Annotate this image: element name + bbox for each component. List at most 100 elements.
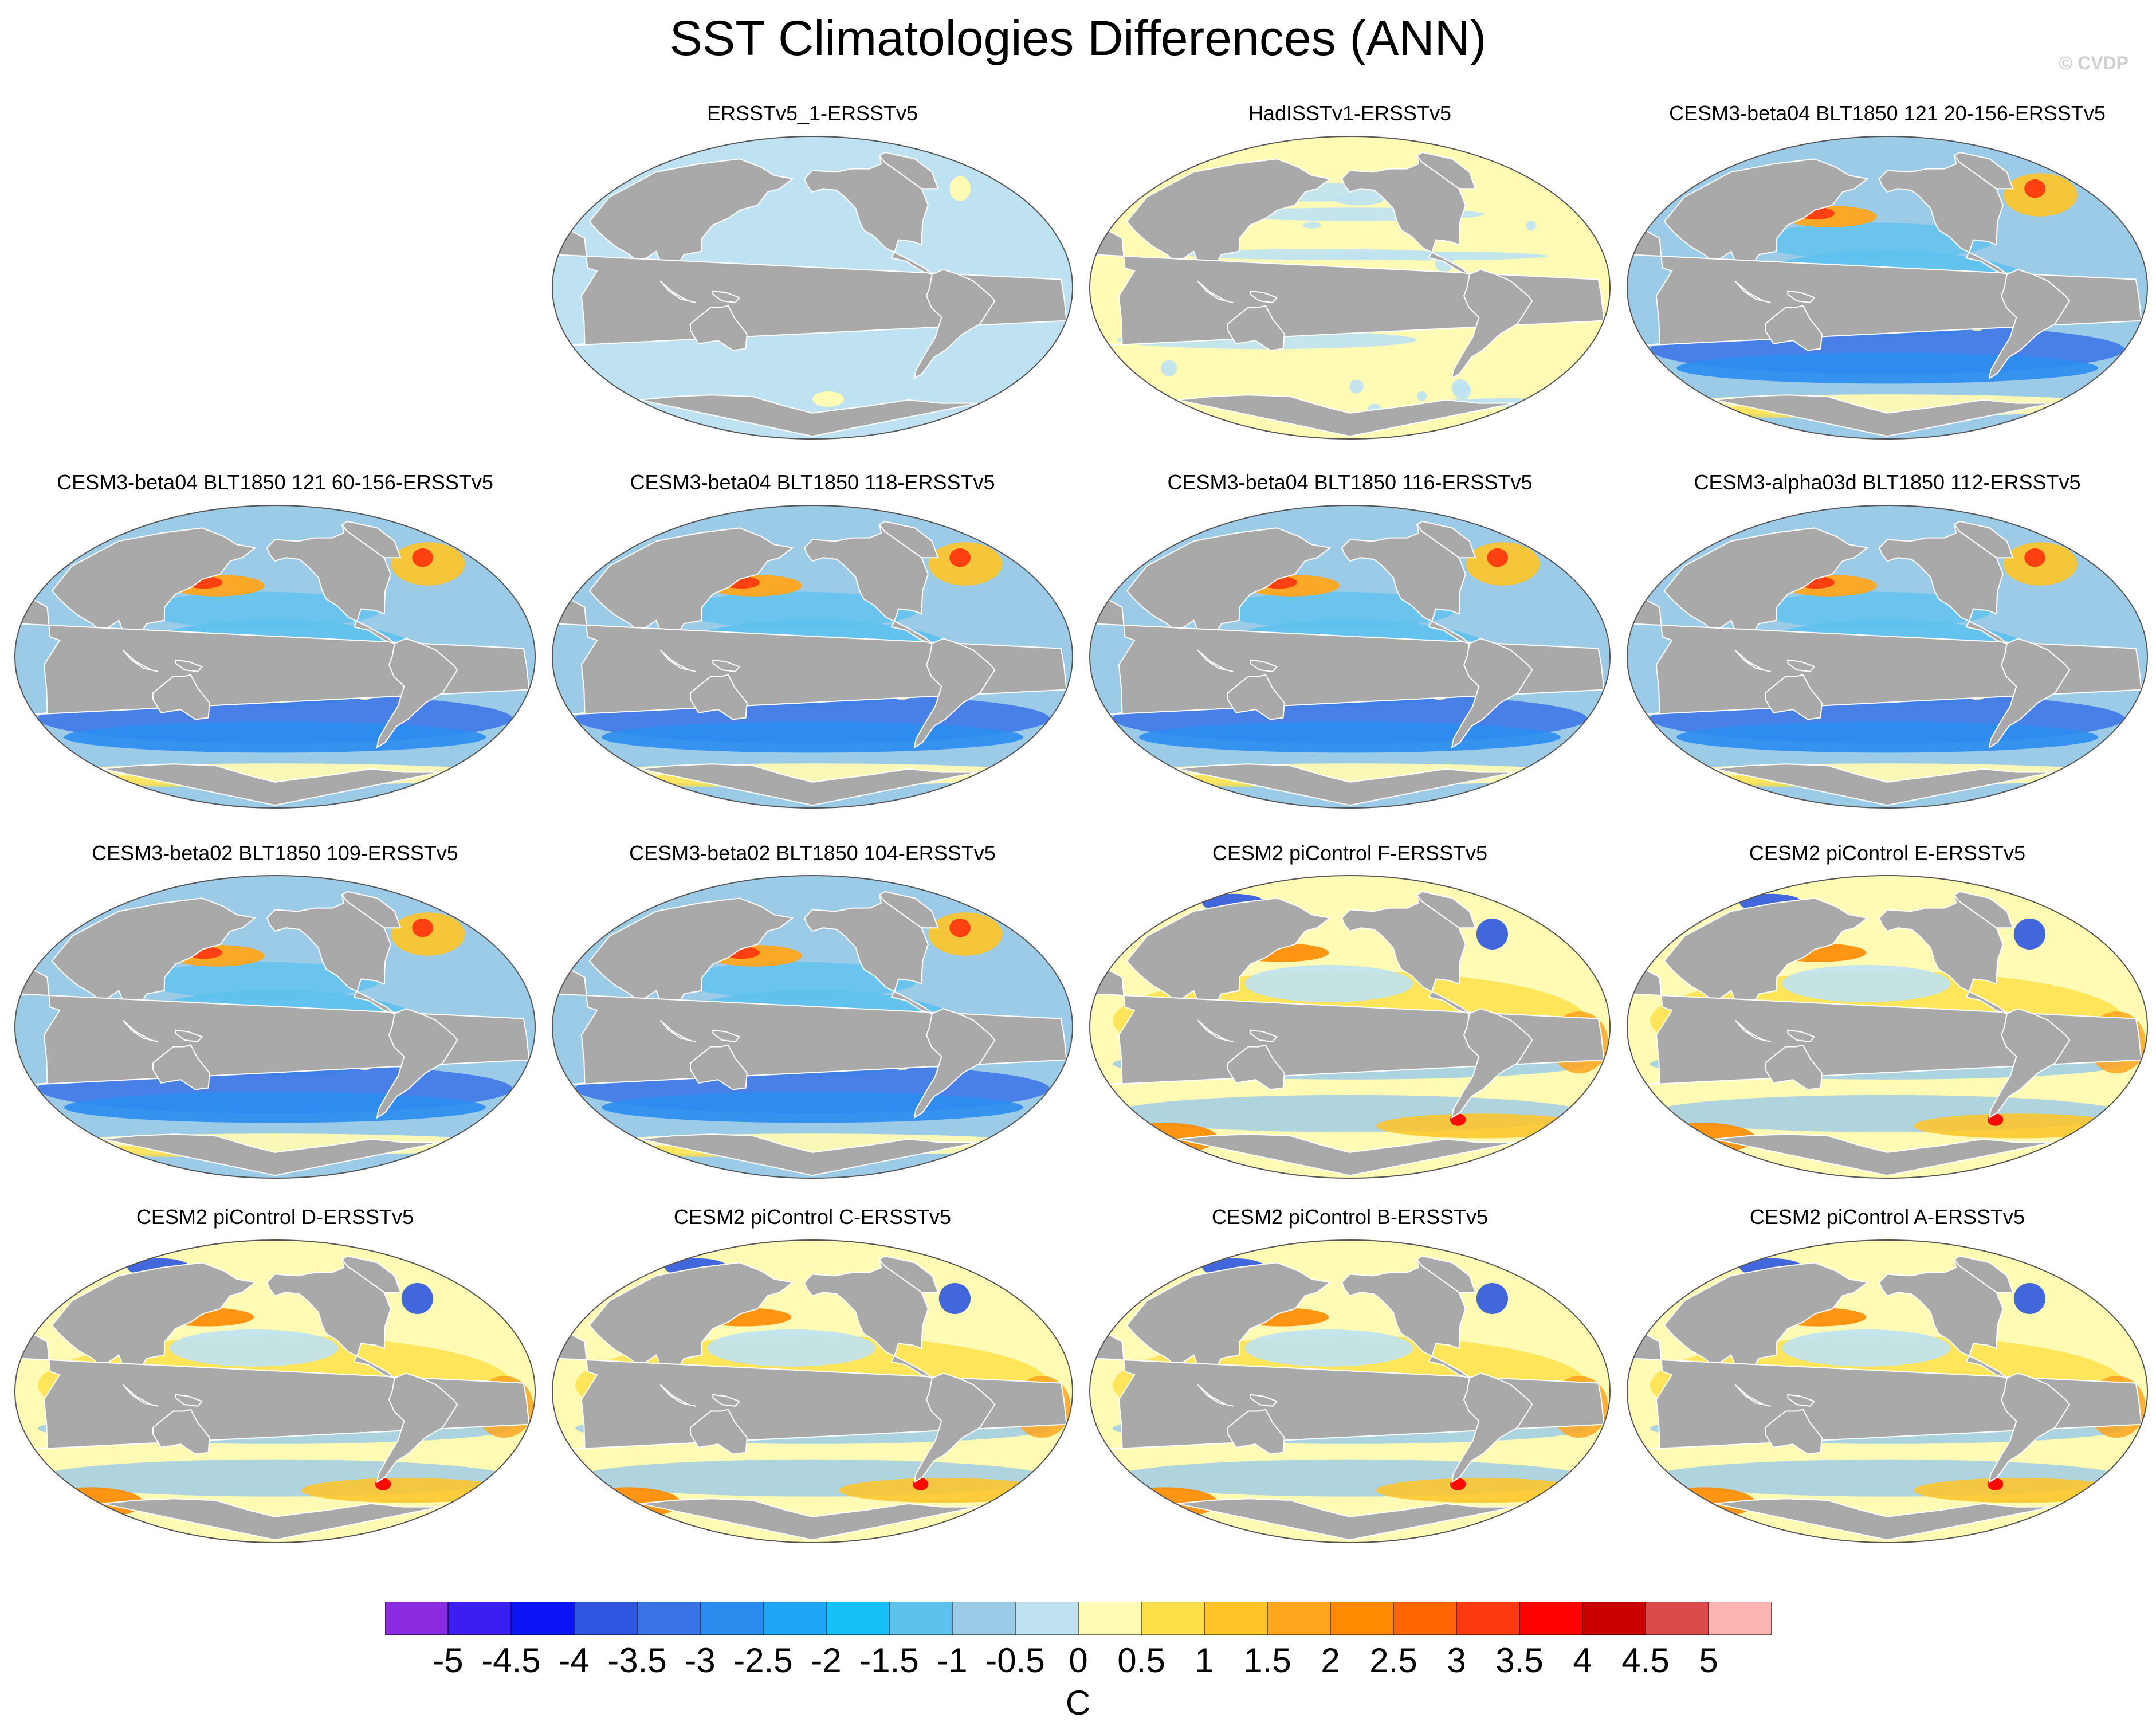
land-mass xyxy=(266,893,395,1014)
sst-difference-map xyxy=(1627,505,2148,809)
land-mass xyxy=(1629,229,2142,346)
panel-title: CESM3-beta02 BLT1850 104-ERSSTv5 xyxy=(629,841,996,865)
land-mass xyxy=(878,1255,939,1293)
sst-difference-map xyxy=(552,505,1073,809)
land-mass xyxy=(803,1258,933,1379)
anomaly-patch xyxy=(1676,721,2098,753)
colorbar-swatch xyxy=(889,1602,953,1635)
land-mass xyxy=(1197,1019,1234,1042)
land-mass xyxy=(102,1498,441,1541)
anomaly-patch xyxy=(401,1283,434,1314)
anomaly-patch xyxy=(1914,1478,2124,1503)
anomaly-patch xyxy=(707,1329,876,1367)
land-mass xyxy=(1250,290,1278,303)
anomaly-patch xyxy=(143,591,380,629)
land-mass xyxy=(554,229,1067,346)
land-mass xyxy=(1787,659,1816,672)
land-mass xyxy=(1341,154,1470,275)
land-mass xyxy=(913,1372,996,1484)
colorbar-swatch xyxy=(1645,1602,1709,1635)
colorbar-tick-labels: -5 -4.5 -4 -3.5 -3 -2.5 -2 -1.5 -1 -0.5 0 0.5 1 1.5 2 2… xyxy=(385,1639,1772,1685)
colorbar-tick-label: -5 xyxy=(433,1641,464,1680)
land-mass xyxy=(913,638,996,749)
land-mass xyxy=(554,1332,1067,1450)
colorbar-swatch xyxy=(1393,1602,1457,1635)
land-mass xyxy=(1714,763,2053,806)
colorbar-tick-label: 2 xyxy=(1321,1641,1340,1680)
map-outline xyxy=(1089,136,1611,440)
panel-title: CESM2 piControl F-ERSSTv5 xyxy=(1212,841,1488,865)
land-mass xyxy=(639,1498,979,1541)
land-mass xyxy=(1878,523,2008,644)
anomaly-patch xyxy=(412,919,433,937)
anomaly-patch xyxy=(1218,591,1455,629)
land-mass xyxy=(1988,1008,2071,1119)
land-mass xyxy=(1663,527,1869,650)
anomaly-patch xyxy=(1476,1283,1508,1314)
land-mass xyxy=(1451,269,1533,380)
anomaly-patch xyxy=(602,721,1023,753)
colorbar-tick-label: -3.5 xyxy=(607,1641,667,1680)
anomaly-patch xyxy=(1487,548,1508,567)
land-mass xyxy=(1953,520,2014,559)
land-mass xyxy=(1764,1044,1823,1090)
land-mass xyxy=(1177,763,1516,806)
colorbar-swatch xyxy=(826,1602,890,1635)
sst-difference-map xyxy=(552,875,1073,1179)
colorbar-swatch xyxy=(1204,1602,1268,1635)
land-mass xyxy=(639,394,979,437)
colorbar-swatch xyxy=(1141,1602,1205,1635)
sst-difference-map xyxy=(14,1239,536,1543)
sst-difference-map xyxy=(1089,1239,1611,1543)
land-mass xyxy=(712,659,741,672)
land-mass xyxy=(689,305,748,351)
land-mass xyxy=(376,1372,458,1484)
anomaly-patch xyxy=(2024,179,2045,198)
anomaly-patch xyxy=(143,962,380,999)
anomaly-patch xyxy=(812,391,845,407)
land-mass xyxy=(1734,280,1771,303)
anomaly-patch xyxy=(949,548,971,567)
land-mass xyxy=(712,290,741,303)
colorbar-swatch xyxy=(1330,1602,1394,1635)
land-mass xyxy=(1764,674,1823,720)
map-outline xyxy=(552,1239,1073,1543)
sst-difference-map xyxy=(1089,875,1611,1179)
panel-title: CESM2 piControl A-ERSSTv5 xyxy=(1749,1205,2025,1229)
colorbar-swatch xyxy=(952,1602,1016,1635)
anomaly-patch xyxy=(1139,721,1561,753)
anomaly-patch xyxy=(64,721,486,753)
sst-difference-map xyxy=(1627,875,2148,1179)
anomaly-patch xyxy=(64,1092,486,1123)
land-mass xyxy=(913,1008,996,1119)
colorbar-swatch xyxy=(510,1602,575,1635)
panel-title: CESM3-beta04 BLT1850 118-ERSSTv5 xyxy=(630,470,995,494)
anomaly-patch xyxy=(1349,379,1364,394)
land-mass xyxy=(1126,897,1332,1020)
land-mass xyxy=(17,598,530,715)
land-mass xyxy=(175,1029,203,1042)
panel-title: CESM3-beta04 BLT1850 121 20-156-ERSSTv5 xyxy=(1669,101,2106,125)
land-mass xyxy=(689,1409,748,1455)
map-outline xyxy=(552,136,1073,440)
land-mass xyxy=(1734,1384,1771,1407)
colorbar-tick-label: -2 xyxy=(811,1641,842,1680)
colorbar-swatch xyxy=(385,1602,449,1635)
land-mass xyxy=(1451,1372,1533,1484)
map-outline xyxy=(1089,505,1611,809)
colorbar-tick-label: -2.5 xyxy=(733,1641,793,1680)
land-mass xyxy=(102,763,441,806)
panel-title: CESM3-beta02 BLT1850 109-ERSSTv5 xyxy=(92,841,458,865)
map-outline xyxy=(552,505,1073,809)
land-mass xyxy=(376,638,458,749)
land-mass xyxy=(152,1044,210,1090)
land-mass xyxy=(1787,1029,1816,1042)
colorbar xyxy=(385,1602,1772,1635)
land-mass xyxy=(659,1384,696,1407)
land-mass xyxy=(341,891,402,929)
anomaly-patch xyxy=(1914,1113,2124,1139)
anomaly-patch xyxy=(1782,1329,1951,1367)
map-outline xyxy=(14,1239,536,1543)
anomaly-patch xyxy=(2013,919,2045,950)
land-mass xyxy=(554,968,1067,1085)
